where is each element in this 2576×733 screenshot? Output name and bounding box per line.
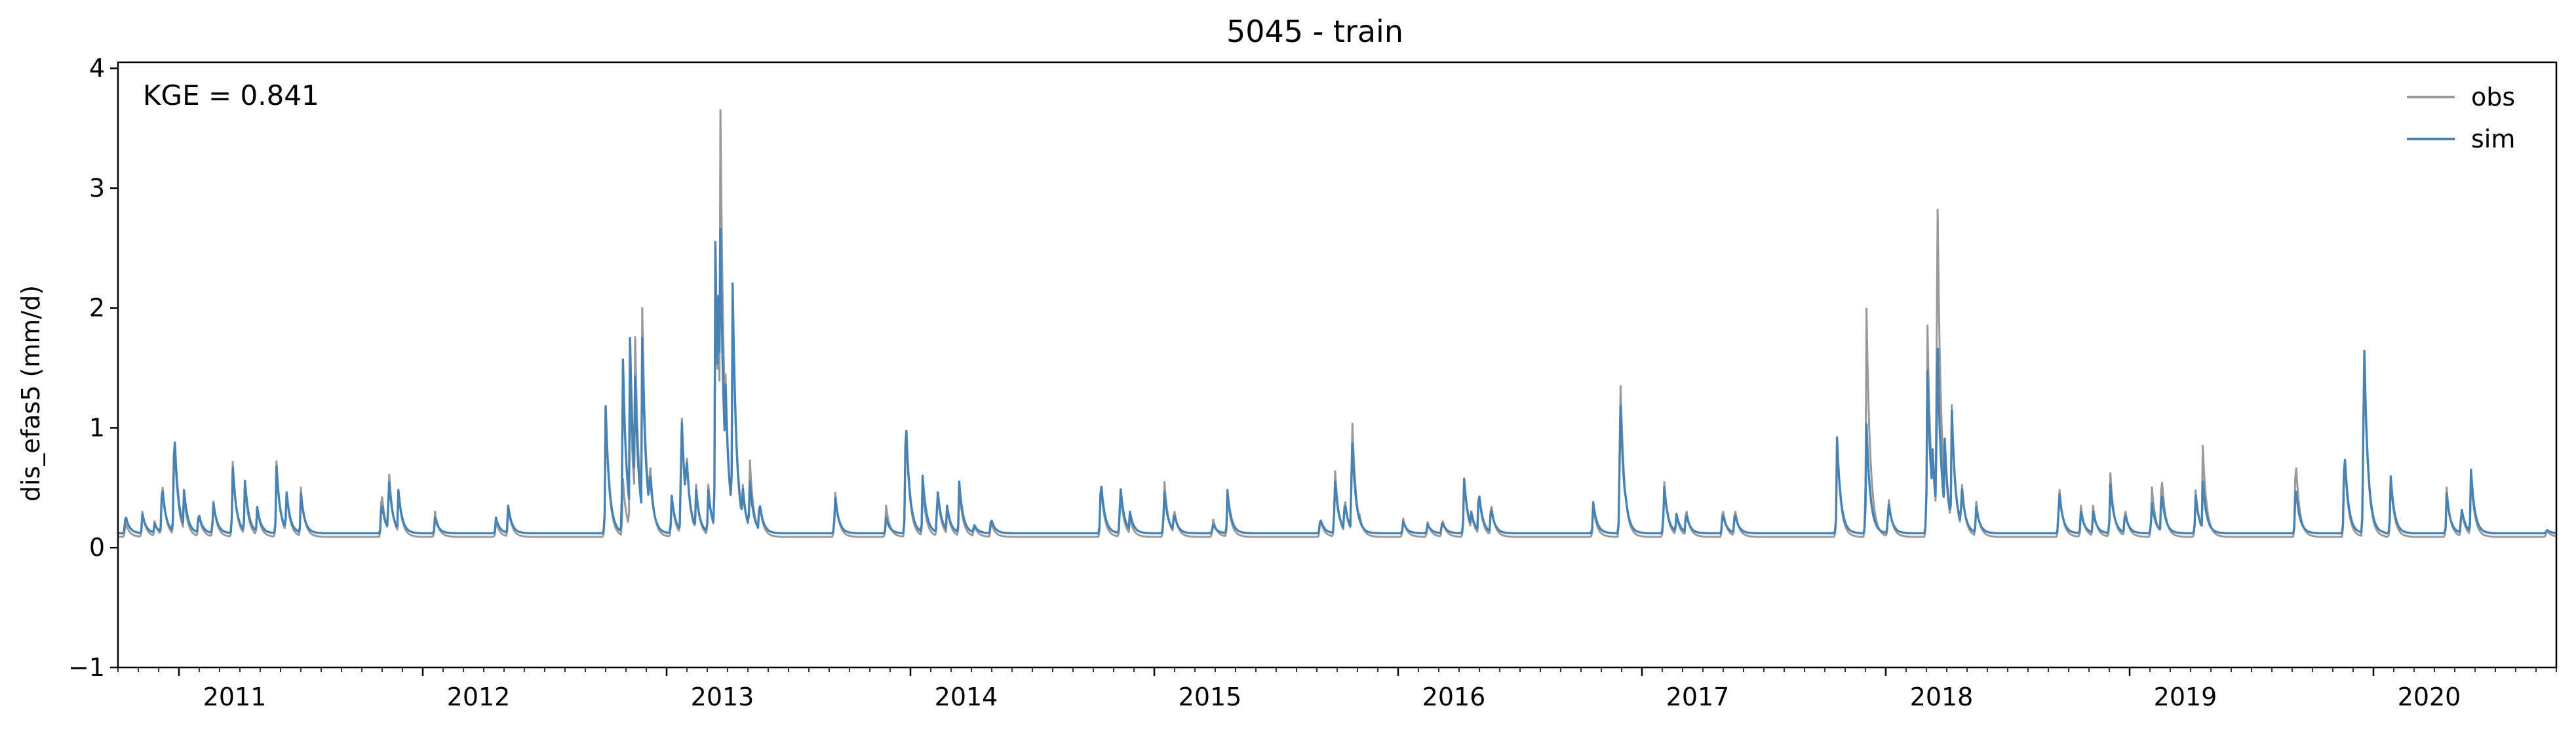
y-tick-label: 3	[89, 174, 105, 203]
legend: obs sim	[2407, 83, 2515, 153]
x-tick-label: 2019	[2154, 683, 2217, 711]
x-tick-label: 2013	[691, 683, 754, 711]
x-tick-label: 2018	[1910, 683, 1974, 711]
legend-obs-label: obs	[2471, 83, 2515, 111]
legend-sim-label: sim	[2471, 125, 2515, 153]
series-layer	[117, 109, 2557, 538]
x-tick-label: 2016	[1422, 683, 1486, 711]
y-tick-label: −1	[68, 653, 105, 682]
x-tick-label: 2014	[935, 683, 998, 711]
y-tick-label: 2	[89, 294, 105, 323]
y-tick-label: 1	[89, 413, 105, 442]
x-tick-label: 2015	[1179, 683, 1242, 711]
axes-layer: −1 0 1 2 3 4 2011 2012 2013 2014 2015 2016 2017 2018 2…	[68, 54, 2558, 711]
x-tick-label: 2011	[203, 683, 267, 711]
x-tick-label: 2020	[2398, 683, 2461, 711]
chart-title: 5045 - train	[1226, 14, 1403, 49]
series-sim-line	[117, 228, 2557, 534]
x-tick-label: 2017	[1666, 683, 1730, 711]
y-tick-label: 0	[89, 533, 105, 562]
y-axis-label: dis_efas5 (mm/d)	[16, 285, 45, 502]
x-tick-label: 2012	[447, 683, 511, 711]
y-tick-label: 4	[89, 54, 105, 83]
kge-annotation: KGE = 0.841	[143, 79, 319, 111]
